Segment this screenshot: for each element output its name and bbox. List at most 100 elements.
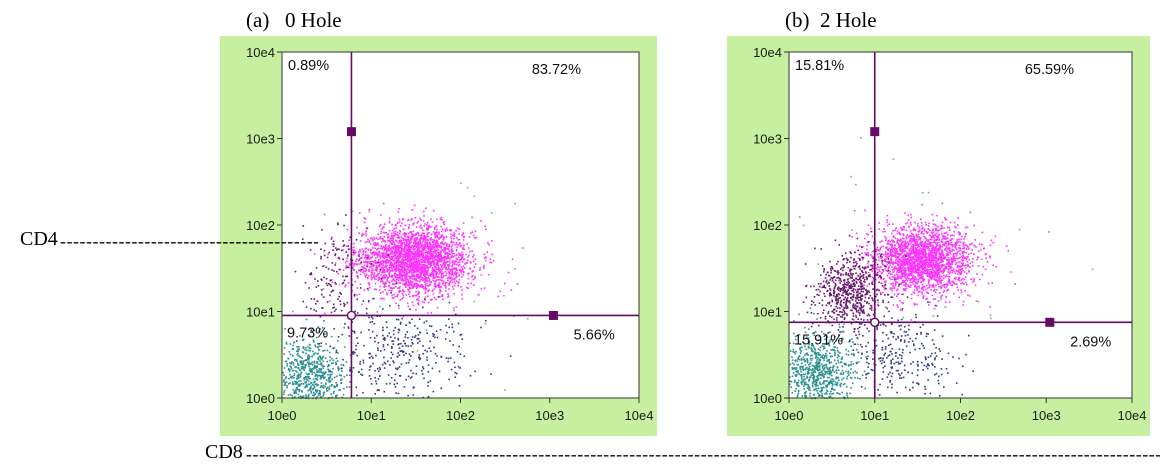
event-point xyxy=(958,241,960,243)
event-point xyxy=(467,256,469,258)
event-point xyxy=(401,267,403,269)
event-point xyxy=(437,232,439,234)
event-point xyxy=(403,294,405,296)
event-point xyxy=(401,298,403,300)
event-point xyxy=(452,286,454,288)
event-point xyxy=(455,268,457,270)
event-point xyxy=(304,370,306,372)
event-point xyxy=(935,276,937,278)
event-point xyxy=(428,250,430,252)
event-point xyxy=(467,243,469,245)
event-point xyxy=(408,345,410,347)
event-point xyxy=(962,255,964,257)
event-point xyxy=(453,288,455,290)
event-point xyxy=(905,284,907,286)
event-point xyxy=(427,229,429,231)
event-point xyxy=(407,285,409,287)
event-point xyxy=(424,247,426,249)
gate-vertical-handle[interactable] xyxy=(347,127,356,136)
event-point xyxy=(454,269,456,271)
event-point xyxy=(398,305,400,307)
event-point xyxy=(927,228,929,230)
event-point xyxy=(317,353,319,355)
event-point xyxy=(411,234,413,236)
event-point xyxy=(412,247,414,249)
event-point xyxy=(386,327,388,329)
gate-horizontal-handle[interactable] xyxy=(549,311,558,320)
event-point xyxy=(910,243,912,245)
event-point xyxy=(312,389,314,391)
event-point xyxy=(450,236,452,238)
event-point xyxy=(939,292,941,294)
event-point xyxy=(460,182,462,184)
event-point xyxy=(418,296,420,298)
event-point xyxy=(922,293,924,295)
event-point xyxy=(431,269,433,271)
event-point xyxy=(449,302,451,304)
event-point xyxy=(445,325,447,327)
event-point xyxy=(401,250,403,252)
event-point xyxy=(306,306,308,308)
event-point xyxy=(956,262,958,264)
event-point xyxy=(422,301,424,303)
event-point xyxy=(338,368,340,370)
event-point xyxy=(457,239,459,241)
event-point xyxy=(315,373,317,375)
gate-center-handle[interactable] xyxy=(347,311,355,319)
event-point xyxy=(404,343,406,345)
event-point xyxy=(422,230,424,232)
event-point xyxy=(291,362,293,364)
event-point xyxy=(892,276,894,278)
event-point xyxy=(389,220,391,222)
event-point xyxy=(409,291,411,293)
event-point xyxy=(918,239,920,241)
event-point xyxy=(334,282,336,284)
event-point xyxy=(308,396,310,398)
event-point xyxy=(885,240,887,242)
event-point xyxy=(391,265,393,267)
event-point xyxy=(345,251,347,253)
event-point xyxy=(355,260,357,262)
event-point xyxy=(387,344,389,346)
event-point xyxy=(393,231,395,233)
event-point xyxy=(461,294,463,296)
event-point xyxy=(301,357,303,359)
event-point xyxy=(430,350,432,352)
event-point xyxy=(399,347,401,349)
event-point xyxy=(343,305,345,307)
event-point xyxy=(368,317,370,319)
event-point xyxy=(371,274,373,276)
event-point xyxy=(462,268,464,270)
event-point xyxy=(470,262,472,264)
event-point xyxy=(941,266,943,268)
event-point xyxy=(365,218,367,220)
event-point xyxy=(437,285,439,287)
event-point xyxy=(366,313,368,315)
event-point xyxy=(372,321,374,323)
event-point xyxy=(398,269,400,271)
event-point xyxy=(335,309,337,311)
event-point xyxy=(892,236,894,238)
event-point xyxy=(405,277,407,279)
event-point xyxy=(960,269,962,271)
event-point xyxy=(443,281,445,283)
event-point xyxy=(464,259,466,261)
event-point xyxy=(437,337,439,339)
event-point xyxy=(398,343,400,345)
event-point xyxy=(368,300,370,302)
event-point xyxy=(426,329,428,331)
event-point xyxy=(946,296,948,298)
event-point xyxy=(459,279,461,281)
event-point xyxy=(308,384,310,386)
event-point xyxy=(427,278,429,280)
event-point xyxy=(473,284,475,286)
event-point xyxy=(309,363,311,365)
event-point xyxy=(394,233,396,235)
event-point xyxy=(459,228,461,230)
event-point xyxy=(419,281,421,283)
event-point xyxy=(324,373,326,375)
event-point xyxy=(345,267,347,269)
event-point xyxy=(413,305,415,307)
event-point xyxy=(340,379,342,381)
event-point xyxy=(954,222,956,224)
